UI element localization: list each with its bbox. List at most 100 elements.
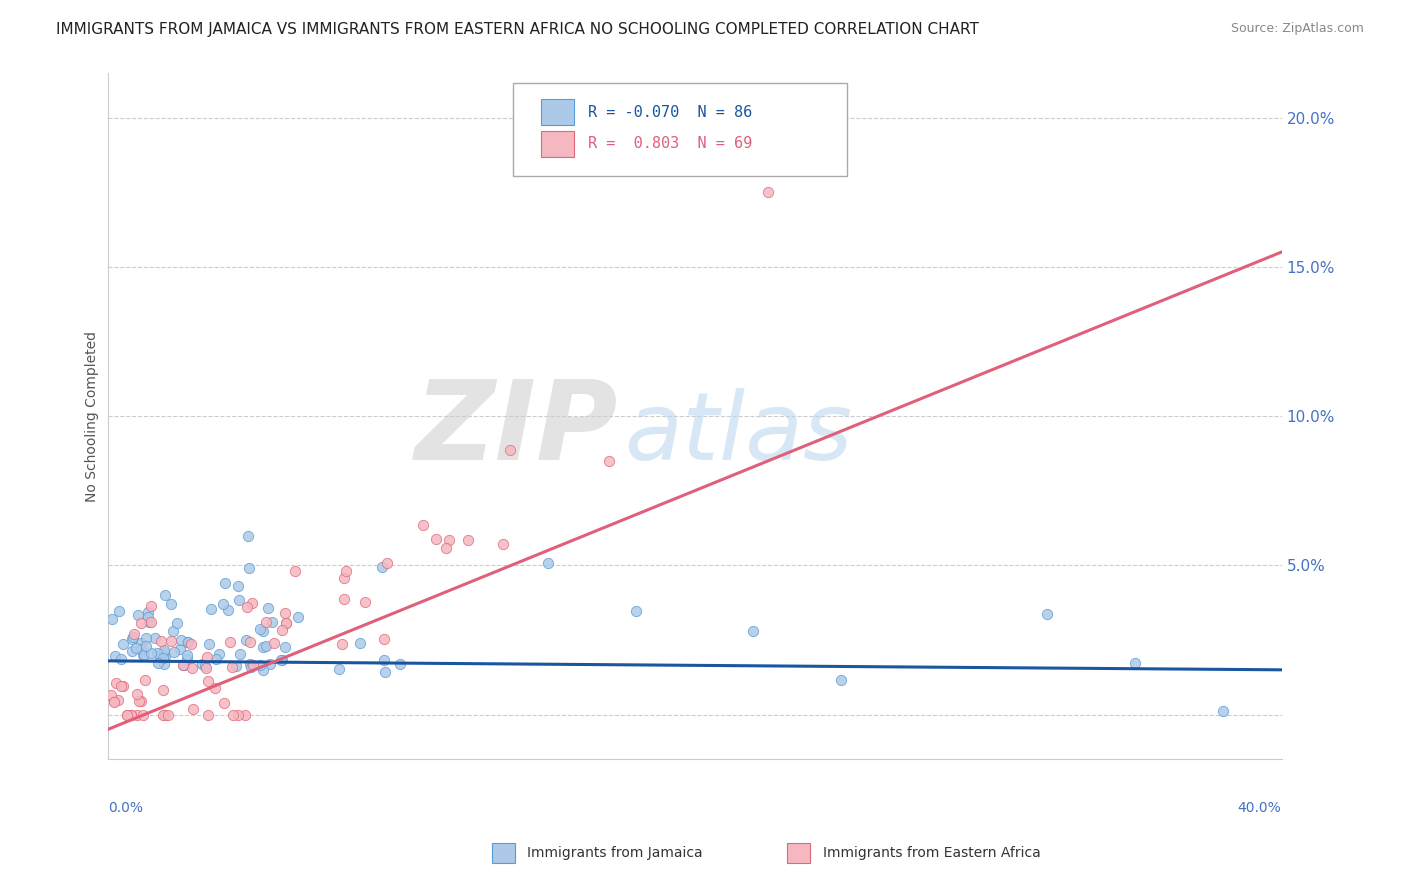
Point	[254, 639, 277, 653]
Text: 0.0%: 0.0%	[108, 800, 142, 814]
Point	[252, 663, 274, 677]
Point	[124, 627, 146, 641]
Point	[354, 595, 377, 609]
Point	[263, 635, 285, 649]
Point	[111, 637, 134, 651]
Point	[333, 571, 356, 585]
Point	[110, 679, 132, 693]
Point	[200, 602, 222, 616]
Point	[239, 635, 262, 649]
Point	[104, 676, 127, 690]
Point	[373, 653, 395, 667]
Point	[240, 595, 263, 609]
Point	[371, 560, 394, 574]
Point	[131, 693, 153, 707]
Point	[120, 707, 142, 722]
Point	[260, 615, 283, 629]
Point	[176, 635, 198, 649]
Point	[197, 674, 219, 689]
Point	[233, 707, 256, 722]
Point	[198, 637, 221, 651]
Point	[270, 623, 292, 637]
Point	[276, 616, 298, 631]
Point	[121, 632, 143, 646]
Point	[115, 707, 138, 722]
Point	[537, 556, 560, 570]
Point	[239, 660, 262, 674]
Point	[180, 637, 202, 651]
Point	[100, 612, 122, 626]
Point	[139, 615, 162, 629]
Point	[170, 632, 193, 647]
Point	[236, 600, 259, 615]
Text: Source: ZipAtlas.com: Source: ZipAtlas.com	[1230, 22, 1364, 36]
Point	[274, 615, 297, 630]
Point	[274, 606, 297, 620]
Point	[217, 603, 239, 617]
Point	[1212, 704, 1234, 718]
Point	[121, 644, 143, 658]
Point	[229, 647, 252, 661]
Point	[425, 532, 447, 546]
Point	[149, 648, 172, 663]
Point	[257, 600, 280, 615]
Point	[153, 588, 176, 602]
Point	[1123, 656, 1146, 670]
Point	[100, 688, 122, 702]
Point	[160, 597, 183, 611]
Point	[153, 648, 176, 663]
Point	[152, 682, 174, 697]
Point	[211, 597, 233, 611]
Point	[274, 640, 297, 654]
Point	[194, 659, 217, 673]
Point	[127, 687, 149, 701]
Point	[152, 645, 174, 659]
Point	[492, 537, 515, 551]
FancyBboxPatch shape	[513, 83, 848, 176]
Point	[128, 694, 150, 708]
Point	[110, 652, 132, 666]
Point	[103, 695, 125, 709]
Point	[146, 646, 169, 660]
Point	[134, 673, 156, 687]
Point	[830, 673, 852, 687]
Point	[135, 639, 157, 653]
Point	[756, 186, 779, 200]
Point	[226, 579, 249, 593]
Point	[204, 681, 226, 696]
Point	[225, 658, 247, 673]
Point	[132, 648, 155, 662]
Point	[181, 661, 204, 675]
Point	[214, 576, 236, 591]
Point	[163, 645, 186, 659]
Point	[287, 610, 309, 624]
Point	[412, 517, 434, 532]
Point	[226, 707, 249, 722]
Point	[156, 707, 179, 722]
Point	[389, 657, 412, 671]
Point	[249, 658, 271, 673]
Point	[138, 610, 160, 624]
Point	[207, 647, 229, 661]
Text: R =  0.803  N = 69: R = 0.803 N = 69	[588, 136, 752, 151]
Point	[169, 642, 191, 657]
Text: IMMIGRANTS FROM JAMAICA VS IMMIGRANTS FROM EASTERN AFRICA NO SCHOOLING COMPLETED: IMMIGRANTS FROM JAMAICA VS IMMIGRANTS FR…	[56, 22, 979, 37]
Point	[197, 707, 219, 722]
Point	[332, 636, 354, 650]
Point	[191, 657, 214, 671]
Point	[270, 652, 292, 666]
Point	[374, 665, 396, 679]
Point	[598, 454, 620, 468]
Point	[228, 592, 250, 607]
Point	[242, 658, 264, 673]
Point	[377, 556, 399, 570]
Point	[434, 541, 457, 556]
Point	[153, 707, 176, 722]
Point	[152, 657, 174, 671]
Point	[222, 707, 245, 722]
Point	[125, 707, 148, 722]
Point	[181, 702, 204, 716]
Y-axis label: No Schooling Completed: No Schooling Completed	[86, 331, 100, 501]
Point	[127, 607, 149, 622]
Text: atlas: atlas	[624, 388, 852, 479]
